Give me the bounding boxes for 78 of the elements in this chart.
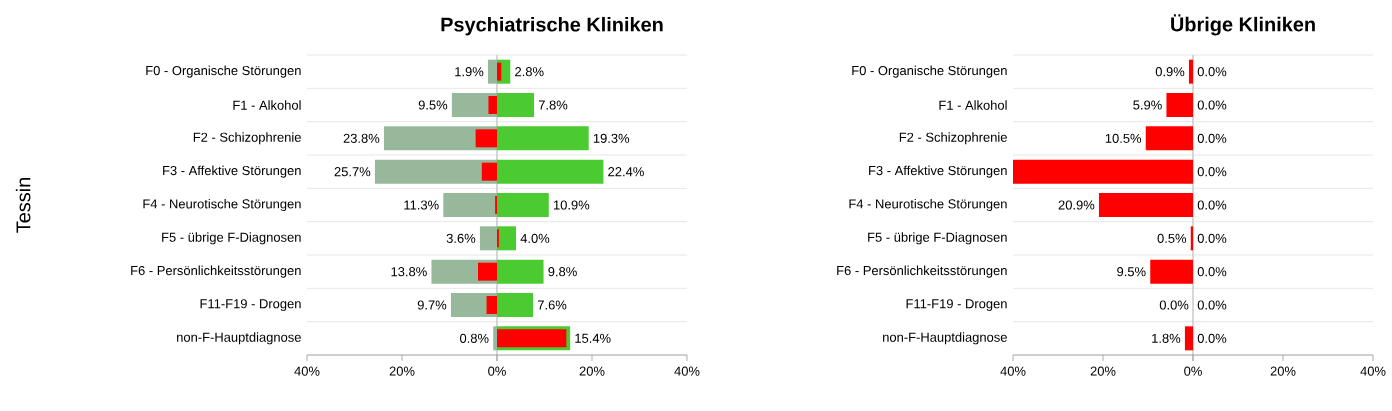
x-tick-label: 40% [294,366,320,376]
bar [1184,326,1194,351]
y-tick-label: F4 - Neurotische Störungen [143,198,301,212]
y-tick-label: F1 - Alkohol [233,100,301,110]
y-tick-label: F0 - Organische Störungen [146,65,301,78]
y-tick-label: F3 - Affektive Störungen [163,165,301,178]
data-label: 9.8% [548,267,577,277]
bar [493,326,497,351]
y-tick-label: F0 - Organische Störungen [852,65,1007,78]
bar [1013,159,1194,184]
data-label: 4.0% [520,233,550,243]
data-label: 0.0% [1197,333,1227,343]
y-tick-label: F1 - Alkohol [939,100,1007,110]
data-label: 0.0% [1197,200,1227,210]
bar [481,162,497,181]
data-label: 19.3% [593,133,630,143]
x-tick-label: 20% [389,366,415,376]
data-label: 2.8% [515,67,544,77]
bar [1145,126,1194,151]
y-tick-label: F5 - übrige F-Diagnosen [868,232,1007,245]
data-label: 0.0% [1159,300,1189,310]
data-label: 0.0% [1197,167,1227,177]
data-label: 7.6% [537,300,567,310]
chart-title: Psychiatrische Kliniken [441,16,663,36]
bar [1150,259,1194,284]
y-tick-label: F11-F19 - Drogen [906,299,1007,311]
data-label: 9.7% [417,300,447,310]
data-label: 0.0% [1197,67,1227,77]
data-label: 3.6% [446,233,476,243]
data-label: 9.5% [1117,267,1146,277]
data-label: 10.9% [553,200,590,210]
x-tick-label: 40% [1360,366,1386,376]
bar [486,296,497,314]
data-label: 0.0% [1197,267,1227,277]
x-tick-label: 20% [1090,366,1116,376]
data-label: 22.4% [608,167,644,177]
x-tick-label: 20% [579,366,605,376]
x-tick-label: 20% [1270,366,1296,376]
data-label: 0.0% [1197,100,1227,110]
bar [1098,193,1194,217]
x-tick-label: 0% [488,366,506,376]
data-label: 0.5% [1157,233,1187,243]
data-label: 5.9% [1133,100,1162,110]
y-axis-title: Tessin [15,178,31,233]
data-label: 1.9% [455,67,484,77]
data-label: 25.7% [334,167,371,177]
data-label: 9.5% [418,100,448,110]
data-label: 0.0% [1197,133,1227,143]
data-label: 23.8% [343,133,380,143]
bar [1188,59,1194,84]
x-tick-label: 40% [674,366,700,376]
bar [488,96,497,114]
y-tick-label: F6 - Persönlichkeitsstörungen [131,265,301,278]
data-label: 0.8% [459,333,489,343]
bar [475,129,497,148]
data-label: 0.0% [1197,233,1227,243]
y-tick-label: F6 - Persönlichkeitsstörungen [837,265,1007,278]
y-tick-label: non-F-Hauptdiagnose [177,332,301,345]
data-label: 20.9% [1058,200,1095,210]
data-label: 10.5% [1105,133,1142,143]
y-tick-label: F3 - Affektive Störungen [869,165,1007,178]
y-tick-label: F2 - Schizophrenie [193,132,301,145]
data-label: 0.9% [1155,67,1185,77]
data-label: 0.0% [1197,300,1227,310]
data-label: 13.8% [391,267,427,277]
data-label: 11.3% [404,200,439,210]
y-tick-label: F4 - Neurotische Störungen [849,198,1007,212]
y-tick-label: non-F-Hauptdiagnose [883,332,1007,345]
y-tick-label: F5 - übrige F-Diagnosen [162,232,301,245]
x-tick-label: 0% [1184,366,1202,376]
y-tick-label: F11-F19 - Drogen [200,299,301,311]
y-tick-label: F2 - Schizophrenie [899,132,1007,145]
data-label: 7.8% [538,100,568,110]
x-tick-label: 40% [1000,366,1026,376]
data-label: 15.4% [575,333,611,343]
bar [1166,93,1194,117]
chart-title: Übrige Kliniken [1171,14,1315,36]
data-label: 1.8% [1152,333,1181,343]
